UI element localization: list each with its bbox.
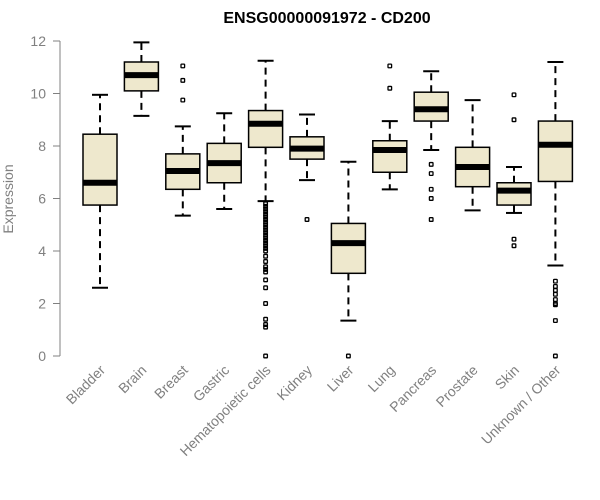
outlier-point	[263, 222, 269, 228]
y-tick-label: 2	[38, 296, 46, 312]
outlier-point	[387, 85, 393, 91]
outlier-point	[263, 324, 269, 330]
outlier-point	[511, 243, 517, 249]
outlier-point	[263, 227, 269, 233]
outlier-point	[263, 245, 269, 251]
outlier-point	[552, 318, 558, 324]
outlier-point	[263, 238, 269, 243]
box-group-2	[165, 63, 201, 217]
x-tick-label: Lung	[365, 362, 398, 395]
outlier-point	[180, 97, 186, 103]
iqr-box	[496, 182, 532, 206]
box-group-7	[372, 63, 408, 191]
outlier-point	[387, 63, 393, 69]
x-tick-label: Kidney	[274, 362, 316, 404]
boxes-layer	[82, 41, 574, 359]
outlier-point	[263, 353, 269, 359]
outlier-point	[552, 297, 558, 303]
y-tick-label: 6	[38, 191, 46, 207]
x-tick-label: Prostate	[433, 362, 481, 410]
x-tick-label: Liver	[324, 362, 357, 395]
outlier-point	[263, 230, 269, 236]
outlier-point	[552, 291, 558, 297]
outlier-point	[263, 232, 269, 238]
outlier-point	[552, 353, 558, 359]
outlier-point	[263, 217, 269, 222]
box-group-1	[123, 41, 160, 117]
box-group-9	[454, 99, 491, 212]
x-tick-label: Skin	[492, 362, 523, 393]
iqr-box	[82, 133, 118, 206]
iqr-box	[537, 120, 574, 183]
outlier-point	[428, 161, 434, 167]
outlier-point	[180, 63, 186, 69]
outlier-point	[263, 235, 269, 241]
box-group-0	[82, 93, 118, 289]
iqr-box	[247, 109, 284, 149]
outlier-point	[263, 269, 269, 275]
y-tick-label: 10	[30, 86, 46, 102]
y-tick-label: 12	[30, 33, 46, 49]
y-tick-label: 4	[38, 243, 46, 259]
box-group-10	[496, 92, 532, 249]
outlier-point	[428, 186, 434, 192]
y-axis-label: Expression	[0, 164, 16, 233]
outlier-point	[180, 77, 186, 83]
outlier-point	[263, 253, 269, 259]
outlier-point	[552, 302, 558, 308]
outlier-point	[263, 322, 269, 327]
box-group-5	[289, 113, 325, 222]
outlier-point	[263, 211, 269, 217]
box-group-3	[206, 112, 242, 210]
box-group-4	[247, 59, 284, 359]
x-tick-label: Brain	[115, 362, 149, 396]
outlier-point	[263, 277, 269, 283]
outlier-point	[552, 278, 558, 284]
y-tick-label: 0	[38, 348, 46, 364]
outlier-point	[304, 217, 310, 222]
outlier-point	[511, 92, 517, 98]
outlier-point	[345, 353, 351, 359]
y-ticks: 0 2 4 6 8 10 12	[30, 33, 60, 364]
y-tick-label: 8	[38, 138, 46, 154]
iqr-box	[330, 222, 367, 275]
outlier-point	[263, 264, 269, 270]
box-group-11	[537, 61, 574, 359]
chart-title: ENSG00000091972 - CD200	[223, 10, 430, 27]
outlier-point	[263, 259, 269, 264]
outlier-point	[263, 224, 269, 230]
x-tick-label: Unknown / Other	[478, 362, 564, 448]
box-group-6	[330, 160, 367, 359]
box-group-8	[413, 70, 449, 222]
outlier-point	[263, 214, 269, 220]
x-tick-label: Bladder	[63, 362, 109, 408]
outlier-point	[263, 209, 269, 215]
outlier-point	[511, 117, 517, 123]
outlier-point	[263, 301, 269, 306]
outlier-point	[428, 171, 434, 177]
outlier-point	[263, 240, 269, 246]
outlier-point	[511, 236, 517, 242]
outlier-point	[263, 316, 269, 322]
outlier-point	[552, 287, 558, 293]
iqr-box	[372, 140, 408, 173]
outlier-point	[263, 201, 269, 207]
outlier-point	[263, 285, 269, 291]
outlier-point	[263, 248, 269, 254]
outlier-point	[263, 243, 269, 249]
outlier-point	[428, 217, 434, 222]
outlier-point	[552, 283, 558, 289]
outlier-point	[263, 266, 269, 272]
x-tick-label: Breast	[151, 362, 191, 402]
outlier-point	[263, 219, 269, 225]
outlier-point	[263, 203, 269, 209]
outlier-point	[263, 206, 269, 212]
outlier-point	[428, 196, 434, 201]
